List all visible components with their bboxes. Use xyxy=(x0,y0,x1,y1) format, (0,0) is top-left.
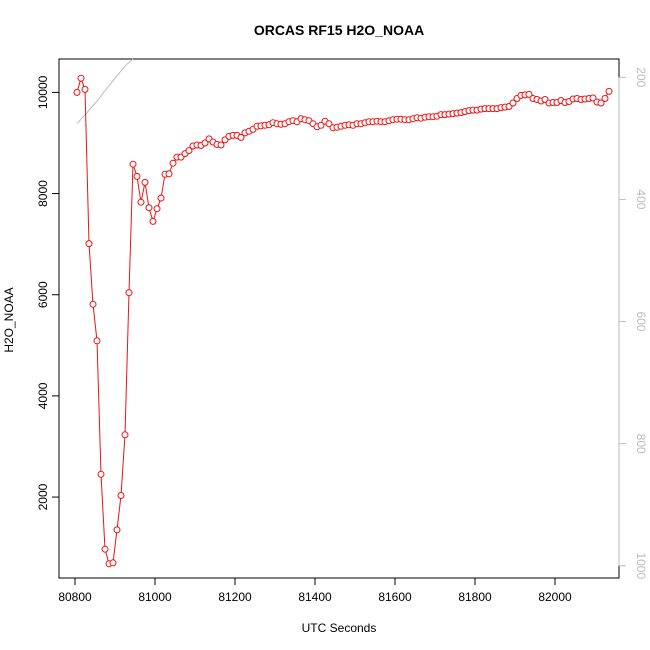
data-point xyxy=(137,198,145,206)
secondary-y-axis: 200 400 600 800 1000 xyxy=(618,67,648,579)
y-tick-label: 4000 xyxy=(36,382,50,409)
y-tick-label: 10000 xyxy=(36,75,50,109)
data-point xyxy=(509,99,517,107)
data-point xyxy=(317,121,325,129)
plot-frame xyxy=(58,58,620,579)
data-point xyxy=(597,99,605,107)
data-point xyxy=(109,559,117,567)
y-tick-label: 6000 xyxy=(36,281,50,308)
y2-tick-label: 1000 xyxy=(634,552,648,579)
y2-tick-label: 200 xyxy=(634,67,648,87)
data-point xyxy=(237,133,245,141)
data-point xyxy=(133,172,141,180)
data-point xyxy=(201,139,209,147)
data-point xyxy=(149,217,157,225)
series-layer xyxy=(73,74,613,568)
secondary-series-line xyxy=(76,58,134,125)
data-point xyxy=(89,300,97,308)
y-axis: 2000 4000 6000 8000 10000 xyxy=(36,75,60,510)
x-tick-label: 81600 xyxy=(378,590,412,604)
data-point xyxy=(605,87,613,95)
y2-tick-label: 600 xyxy=(634,312,648,332)
data-point xyxy=(117,492,125,499)
data-point xyxy=(601,95,609,102)
data-point xyxy=(325,120,333,128)
x-axis: 80800 81000 81200 81400 81600 81800 82000 xyxy=(58,577,572,604)
data-point xyxy=(169,159,177,167)
data-point xyxy=(525,90,533,98)
x-tick-label: 80800 xyxy=(58,590,92,604)
chart-title: ORCAS RF15 H2O_NOAA xyxy=(254,22,424,38)
data-point xyxy=(77,74,85,82)
data-point xyxy=(141,178,149,186)
series-line xyxy=(76,76,610,565)
y2-tick-label: 400 xyxy=(634,189,648,209)
x-tick-label: 81400 xyxy=(298,590,332,604)
data-point xyxy=(165,170,173,178)
x-tick-label: 82000 xyxy=(538,590,572,604)
data-point xyxy=(129,160,137,168)
data-point xyxy=(157,194,165,202)
data-point xyxy=(121,431,129,439)
data-point xyxy=(589,94,597,102)
data-point xyxy=(153,205,161,213)
y-tick-label: 8000 xyxy=(36,180,50,207)
data-point xyxy=(73,88,81,96)
data-point xyxy=(97,470,105,478)
data-point xyxy=(185,147,193,155)
x-axis-label: UTC Seconds xyxy=(302,621,377,635)
data-point xyxy=(81,85,89,93)
data-point xyxy=(113,526,121,534)
data-point xyxy=(217,141,225,149)
x-tick-label: 81800 xyxy=(458,590,492,604)
y-axis-label: H2O_NOAA xyxy=(2,287,16,352)
data-point xyxy=(85,240,93,248)
data-point xyxy=(125,289,133,297)
x-tick-label: 81000 xyxy=(138,590,172,604)
y2-tick-label: 800 xyxy=(634,434,648,454)
x-tick-label: 81200 xyxy=(218,590,252,604)
data-point xyxy=(145,204,153,212)
y-tick-label: 2000 xyxy=(36,483,50,510)
data-point xyxy=(101,545,109,553)
data-point xyxy=(93,337,101,345)
secondary-line-layer xyxy=(76,58,134,125)
